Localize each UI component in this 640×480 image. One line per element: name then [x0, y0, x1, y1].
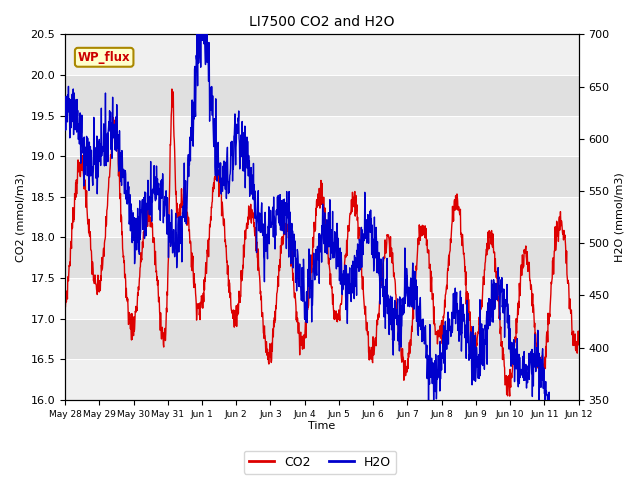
Title: LI7500 CO2 and H2O: LI7500 CO2 and H2O — [249, 15, 395, 29]
Bar — [65, 35, 579, 75]
Y-axis label: CO2 (mmol/m3): CO2 (mmol/m3) — [15, 172, 25, 262]
Legend: CO2, H2O: CO2, H2O — [244, 451, 396, 474]
X-axis label: Time: Time — [308, 421, 335, 432]
Text: WP_flux: WP_flux — [78, 51, 131, 64]
Bar — [65, 116, 579, 156]
Y-axis label: H2O (mmol/m3): H2O (mmol/m3) — [615, 172, 625, 262]
Bar — [65, 360, 579, 400]
Bar — [65, 278, 579, 319]
Bar — [65, 197, 579, 238]
